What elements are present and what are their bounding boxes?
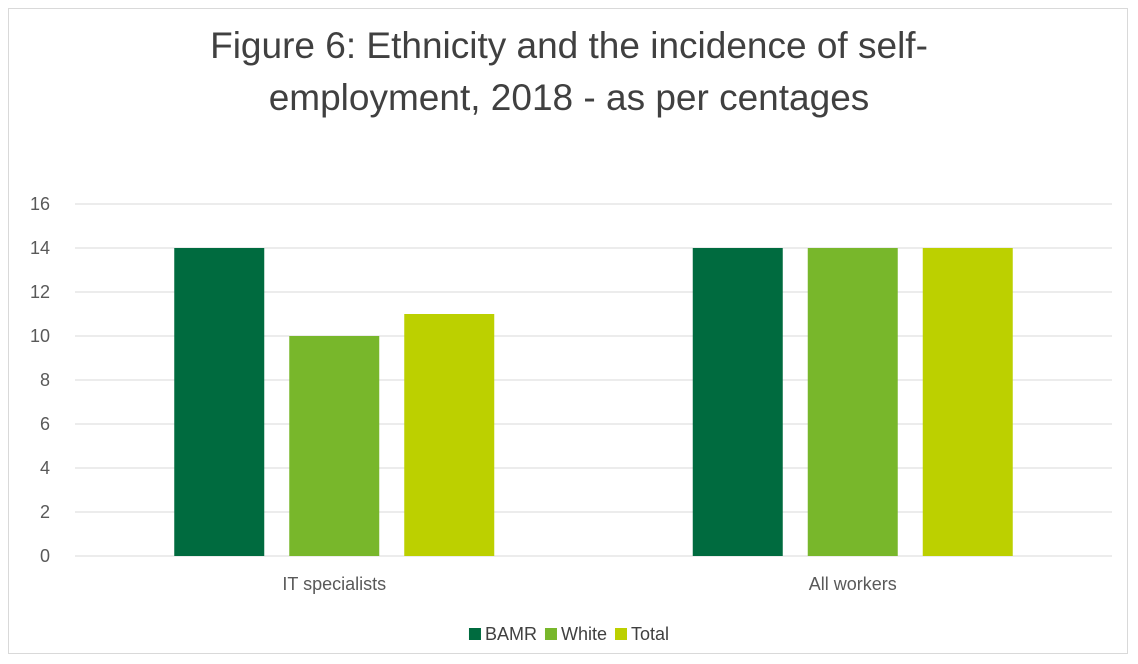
legend-label-white: White	[561, 624, 607, 644]
y-tick-label: 16	[30, 194, 50, 214]
y-tick-label: 14	[30, 238, 50, 258]
legend-label-total: Total	[631, 624, 669, 644]
bar-white-it-specialists	[289, 336, 380, 556]
bar-bamr-all-workers	[692, 248, 783, 556]
y-tick-label: 6	[40, 414, 50, 434]
bar-total-it-specialists	[404, 314, 495, 556]
x-axis-ticks: IT specialists All workers	[282, 574, 896, 594]
bar-bamr-it-specialists	[174, 248, 265, 556]
legend-swatch-white	[544, 628, 557, 640]
y-tick-label: 2	[40, 502, 50, 522]
legend-label-bamr: BAMR	[485, 624, 537, 644]
y-tick-label: 0	[40, 546, 50, 566]
bars	[174, 248, 1013, 556]
legend: BAMR White Total	[468, 624, 669, 644]
bar-white-all-workers	[807, 248, 898, 556]
y-tick-label: 12	[30, 282, 50, 302]
y-axis-ticks: 0 2 4 6 8 10 12 14 16	[30, 194, 50, 566]
x-tick-label: IT specialists	[282, 574, 386, 594]
chart-title: Figure 6: Ethnicity and the incidence of…	[210, 25, 928, 118]
legend-swatch-bamr	[468, 628, 481, 640]
y-tick-label: 8	[40, 370, 50, 390]
y-tick-label: 4	[40, 458, 50, 478]
bar-total-all-workers	[922, 248, 1013, 556]
y-tick-label: 10	[30, 326, 50, 346]
x-tick-label: All workers	[809, 574, 897, 594]
legend-swatch-total	[615, 628, 627, 640]
